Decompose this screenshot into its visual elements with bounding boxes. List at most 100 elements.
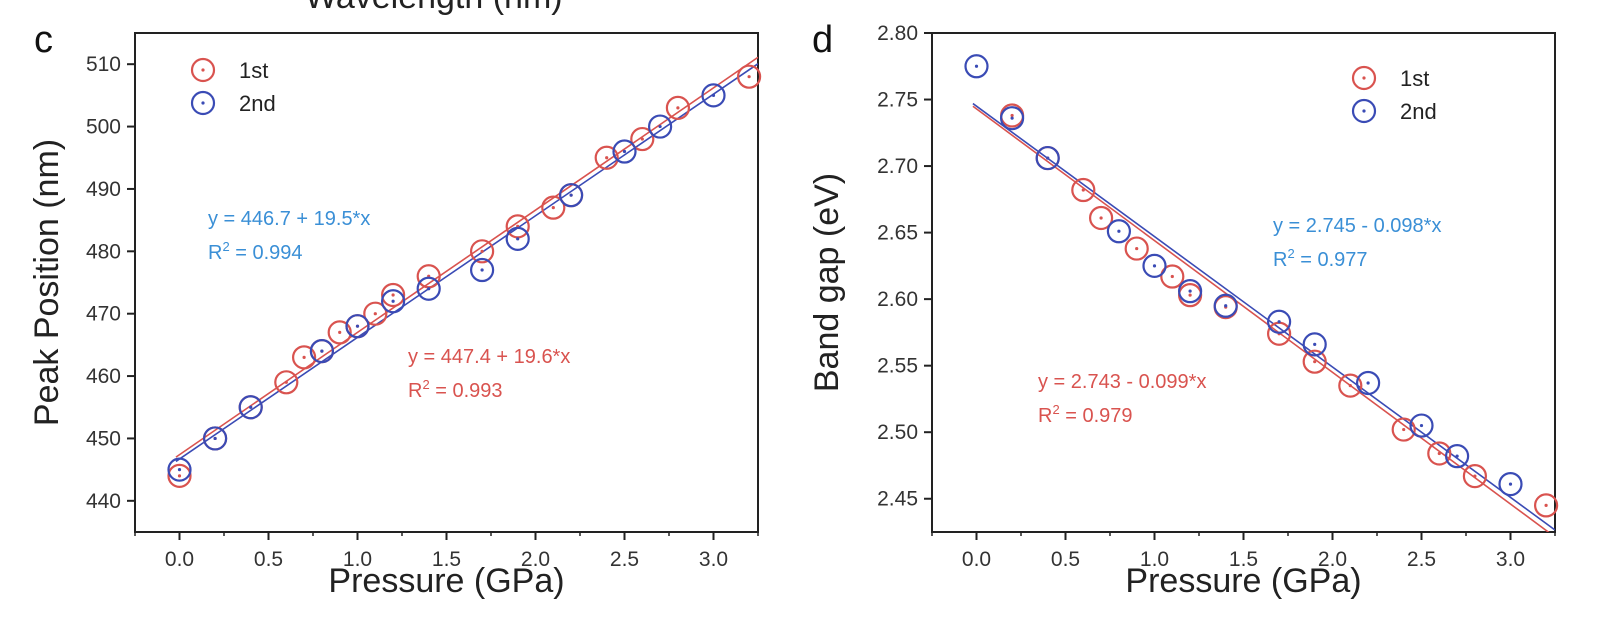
data-point-2nd	[203, 426, 228, 451]
y-axis-label: Peak Position (nm)	[28, 139, 66, 426]
plot-frame	[134, 32, 759, 533]
data-point-2nd	[1177, 279, 1203, 304]
legend-entry-1st: 1st	[1351, 65, 1429, 91]
data-point-1st	[505, 214, 530, 239]
fit-line-2nd	[175, 63, 758, 463]
legend-label: 1st	[1400, 66, 1429, 91]
data-point-1st	[1427, 441, 1452, 466]
data-point-2nd	[964, 54, 989, 79]
data-point-1st	[1302, 349, 1327, 374]
data-point-1st	[1533, 493, 1559, 518]
y-tick-label: 2.65	[877, 222, 918, 245]
x-tick-label: 1.0	[1140, 548, 1169, 571]
legend-entry-1st: 1st	[190, 57, 268, 83]
y-tick-label: 2.80	[877, 22, 918, 45]
y-tick-label: 2.55	[877, 355, 918, 378]
data-point-1st	[665, 95, 691, 120]
x-tick-label: 1.5	[432, 548, 461, 571]
data-point-2nd	[416, 276, 441, 301]
x-tick-label: 2.0	[1318, 548, 1347, 571]
data-point-2nd	[1302, 332, 1327, 357]
fit-equation-1st: y = 447.4 + 19.6*x	[408, 346, 570, 368]
x-tick-label: 1.5	[1229, 548, 1258, 571]
y-tick-label: 470	[86, 303, 121, 326]
x-tick-label: 0.0	[962, 548, 991, 571]
y-tick-label: 440	[86, 490, 121, 513]
data-point-1st	[1462, 464, 1488, 489]
data-point-1st	[594, 145, 619, 170]
fit-equation-2nd: y = 446.7 + 19.5*x	[208, 208, 370, 230]
data-point-2nd	[1409, 413, 1434, 438]
panel-c-top-cut-title: Wavelength (nm)	[305, 0, 563, 17]
data-point-2nd	[1355, 370, 1381, 396]
panel-d: d 0.0 0.5 1.0 1.5 2.0 2.5 3.0 2.45 2.50 2.55 2.60 2.…	[808, 19, 1559, 600]
y-tick-label: 2.75	[877, 89, 918, 112]
x-axis-label: Pressure (GPa)	[328, 562, 564, 600]
y-tick-label: 510	[86, 53, 121, 76]
x-axis-label: Pressure (GPa)	[1125, 562, 1361, 600]
data-point-1st	[541, 195, 566, 220]
data-point-1st	[167, 463, 192, 488]
fit-r2-2nd: R2 = 0.977	[1273, 246, 1368, 271]
data-point-1st	[630, 126, 655, 152]
y-tick-label: 480	[86, 240, 121, 263]
data-point-1st	[1124, 236, 1149, 261]
data-point-2nd	[558, 183, 584, 208]
data-point-2nd	[999, 106, 1025, 131]
data-point-2nd	[470, 257, 495, 283]
y-tick-label: 450	[86, 427, 121, 450]
data-point-2nd	[345, 314, 370, 339]
fit-equation-1st: y = 2.743 - 0.099*x	[1038, 371, 1206, 393]
data-point-1st	[327, 320, 352, 345]
legend-label: 2nd	[1400, 99, 1437, 124]
x-tick-label: 2.5	[1407, 548, 1436, 571]
y-axis-label: Band gap (eV)	[808, 173, 846, 392]
data-point-2nd	[1213, 293, 1238, 318]
data-point-2nd	[1444, 444, 1470, 469]
data-point-1st	[381, 282, 406, 308]
data-point-1st	[470, 239, 495, 264]
data-point-2nd	[1106, 219, 1132, 244]
y-tick-label: 2.60	[877, 288, 918, 311]
x-tick-label: 0.5	[1051, 548, 1080, 571]
x-tick-label: 0.0	[165, 548, 194, 571]
data-point-1st	[736, 64, 762, 89]
fit-equation-2nd: y = 2.745 - 0.098*x	[1273, 215, 1441, 237]
data-point-2nd	[1266, 309, 1292, 334]
x-tick-label: 1.0	[343, 548, 372, 571]
data-point-2nd	[1035, 145, 1060, 171]
y-tick-label: 2.45	[877, 488, 918, 511]
x-tick-label: 3.0	[1496, 548, 1525, 571]
data-point-1st	[274, 370, 299, 395]
data-point-2nd	[701, 83, 726, 108]
legend-label: 2nd	[239, 91, 276, 116]
fit-line-2nd	[972, 102, 1555, 531]
data-point-2nd	[238, 395, 263, 420]
x-tick-label: 2.0	[521, 548, 550, 571]
x-tick-label: 0.5	[254, 548, 283, 571]
panel-label: d	[812, 19, 833, 61]
panel-label: c	[34, 19, 53, 61]
fit-line-1st	[175, 56, 758, 458]
data-point-1st	[1088, 205, 1114, 231]
panel-c: c 0.0 0.5 1.0 1.5 2.0 2.5 3.0 440 450 460 470 480 490…	[28, 19, 762, 600]
data-point-1st	[1160, 264, 1185, 289]
plot-frame	[931, 32, 1556, 533]
data-point-2nd	[505, 226, 530, 251]
x-tick-label: 2.5	[610, 548, 639, 571]
fit-r2-1st: R2 = 0.979	[1038, 402, 1133, 427]
data-point-1st	[1391, 417, 1416, 442]
data-point-1st	[363, 301, 388, 326]
fit-line-1st	[972, 105, 1550, 532]
data-point-2nd	[167, 457, 192, 482]
fit-r2-1st: R2 = 0.993	[408, 377, 503, 402]
y-tick-label: 460	[86, 365, 121, 388]
legend-label: 1st	[239, 58, 268, 83]
fit-r2-2nd: R2 = 0.994	[208, 239, 303, 264]
data-point-1st	[292, 345, 317, 370]
data-point-2nd	[647, 114, 673, 139]
data-point-2nd	[1498, 471, 1523, 497]
data-point-2nd	[1142, 253, 1167, 278]
legend-entry-2nd: 2nd	[1351, 98, 1437, 124]
